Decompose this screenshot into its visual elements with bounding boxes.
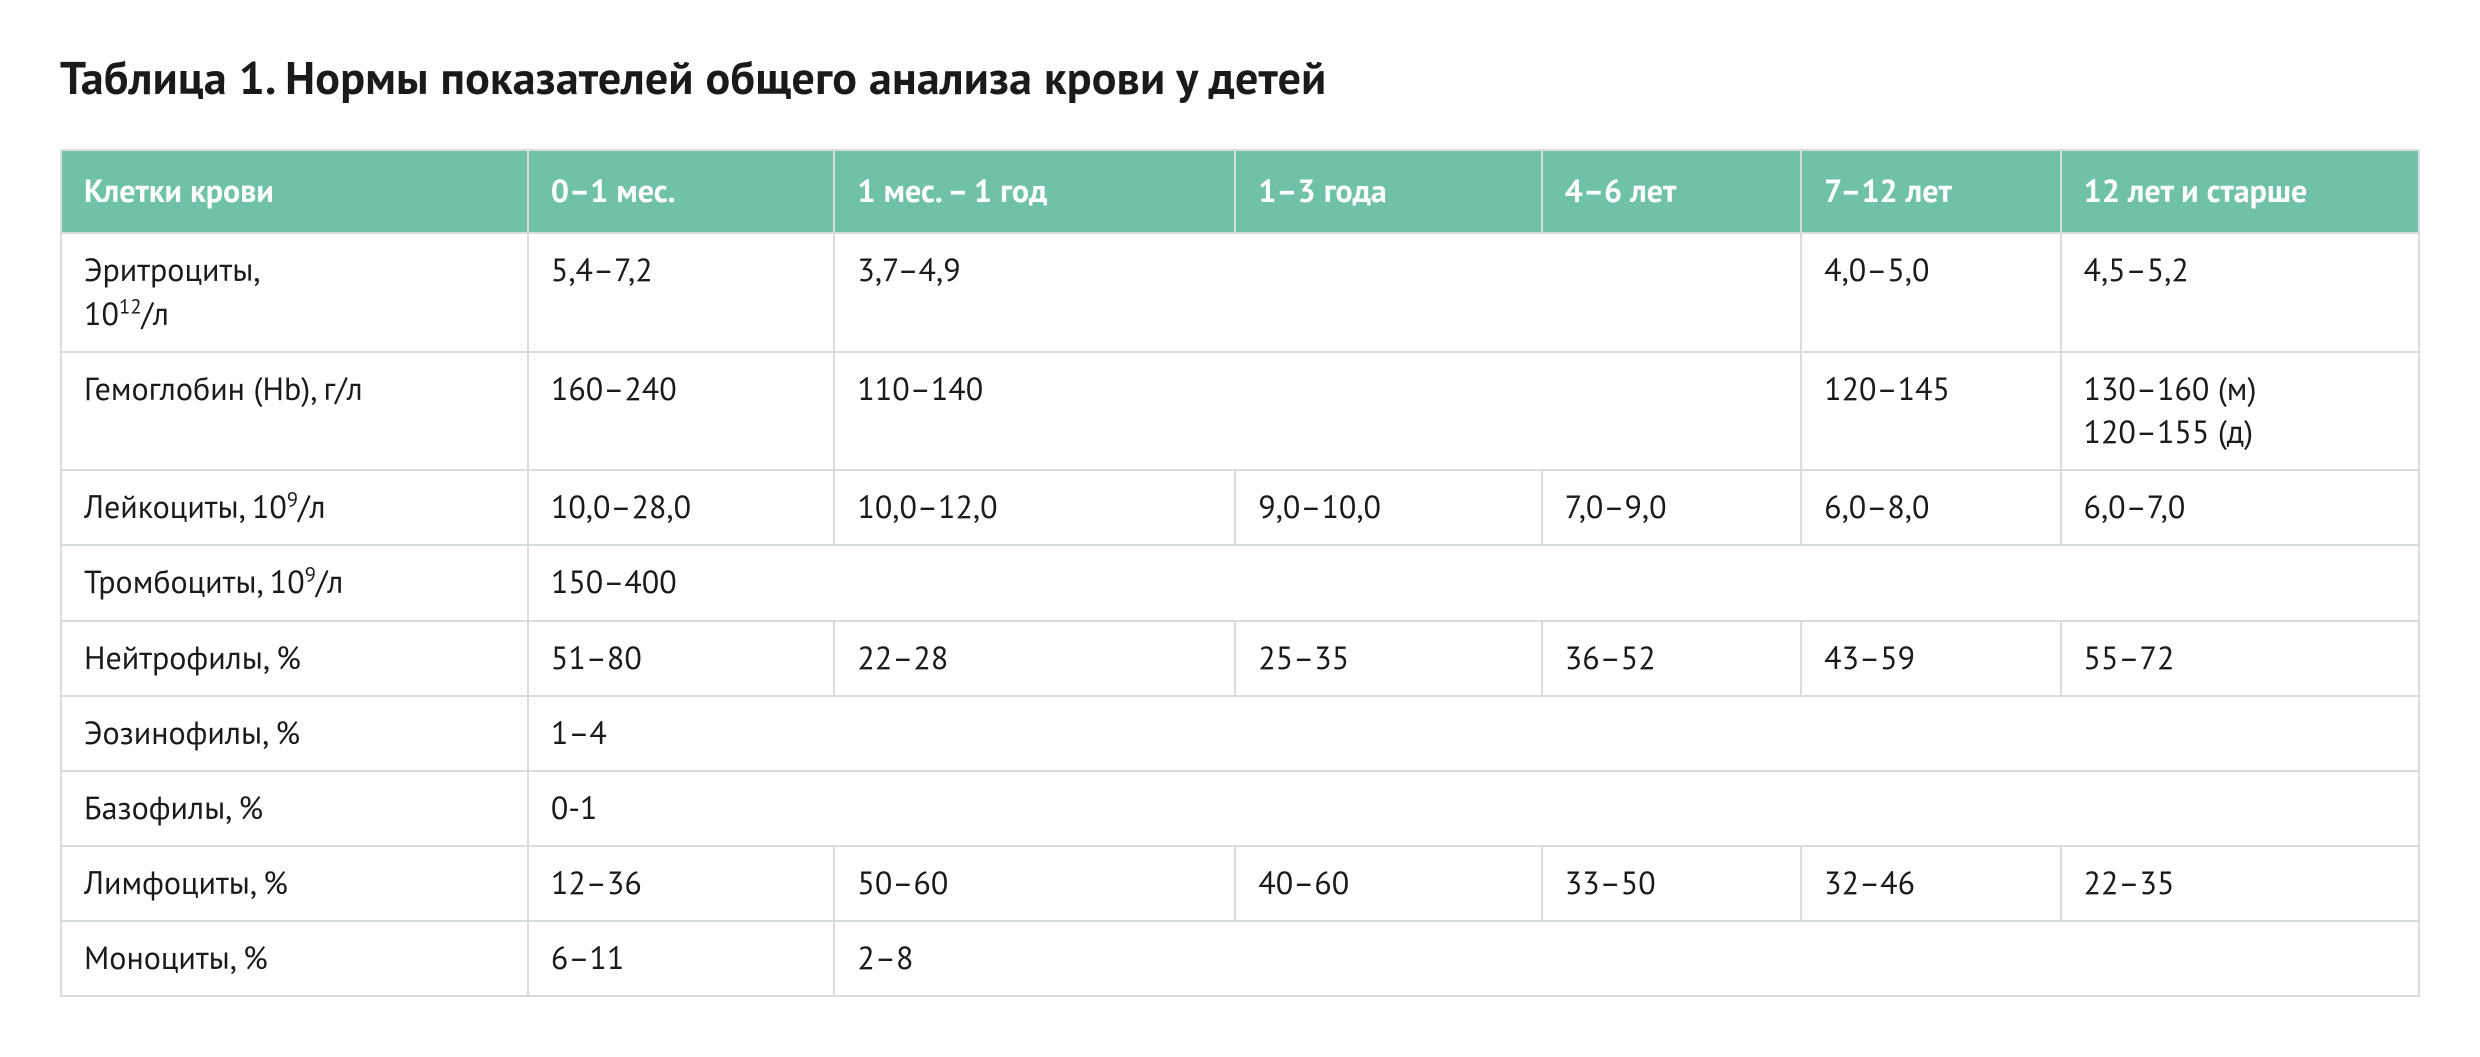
cell: 55–72 <box>2061 621 2419 696</box>
col-header-param: Клетки крови <box>61 150 528 233</box>
table-row: Базофилы, %0-1 <box>61 771 2419 846</box>
cell: 130–160 (м)120–155 (д) <box>2061 352 2419 470</box>
cell: 50–60 <box>834 846 1235 921</box>
cell: 150–400 <box>528 545 2419 620</box>
cell: 33–50 <box>1542 846 1801 921</box>
cell: 160–240 <box>528 352 835 470</box>
cell: 40–60 <box>1235 846 1542 921</box>
row-param: Эритроциты,1012/л <box>61 233 528 351</box>
cell: 10,0–28,0 <box>528 470 835 545</box>
cell: 3,7–4,9 <box>834 233 1801 351</box>
table-row: Нейтрофилы, %51–8022–2825–3536–5243–5955… <box>61 621 2419 696</box>
cell: 32–46 <box>1801 846 2060 921</box>
table-row: Моноциты, %6–112–8 <box>61 921 2419 996</box>
cell: 36–52 <box>1542 621 1801 696</box>
row-param: Лимфоциты, % <box>61 846 528 921</box>
table-header-row: Клетки крови0–1 мес.1 мес. – 1 год1–3 го… <box>61 150 2419 233</box>
table-row: Лимфоциты, %12–3650–6040–6033–5032–4622–… <box>61 846 2419 921</box>
cell: 6,0–8,0 <box>1801 470 2060 545</box>
cell: 51–80 <box>528 621 835 696</box>
table-row: Тромбоциты, 109/л150–400 <box>61 545 2419 620</box>
cbc-norms-table: Клетки крови0–1 мес.1 мес. – 1 год1–3 го… <box>60 149 2420 997</box>
cell: 22–28 <box>834 621 1235 696</box>
cell: 9,0–10,0 <box>1235 470 1542 545</box>
row-param: Нейтрофилы, % <box>61 621 528 696</box>
col-header-a12p: 12 лет и старше <box>2061 150 2419 233</box>
table-body: Эритроциты,1012/л5,4–7,23,7–4,94,0–5,04,… <box>61 233 2419 996</box>
cell: 2–8 <box>834 921 2419 996</box>
table-row: Гемоглобин (Hb), г/л160–240110–140120–14… <box>61 352 2419 470</box>
row-param: Эозинофилы, % <box>61 696 528 771</box>
cell: 12–36 <box>528 846 835 921</box>
cell: 5,4–7,2 <box>528 233 835 351</box>
row-param: Гемоглобин (Hb), г/л <box>61 352 528 470</box>
cell: 10,0–12,0 <box>834 470 1235 545</box>
col-header-a4_6y: 4–6 лет <box>1542 150 1801 233</box>
col-header-a0_1m: 0–1 мес. <box>528 150 835 233</box>
cell: 110–140 <box>834 352 1801 470</box>
col-header-a7_12y: 7–12 лет <box>1801 150 2060 233</box>
cell: 6–11 <box>528 921 835 996</box>
row-param: Моноциты, % <box>61 921 528 996</box>
cell: 22–35 <box>2061 846 2419 921</box>
cell: 0-1 <box>528 771 2419 846</box>
cell: 4,5–5,2 <box>2061 233 2419 351</box>
cell: 43–59 <box>1801 621 2060 696</box>
table-row: Эозинофилы, %1–4 <box>61 696 2419 771</box>
cell: 1–4 <box>528 696 2419 771</box>
table-header: Клетки крови0–1 мес.1 мес. – 1 год1–3 го… <box>61 150 2419 233</box>
cell: 25–35 <box>1235 621 1542 696</box>
row-param: Базофилы, % <box>61 771 528 846</box>
col-header-a1_3y: 1–3 года <box>1235 150 1542 233</box>
row-param: Лейкоциты, 109/л <box>61 470 528 545</box>
table-title: Таблица 1. Нормы показателей общего анал… <box>60 50 2420 105</box>
cell: 4,0–5,0 <box>1801 233 2060 351</box>
col-header-a1m_1y: 1 мес. – 1 год <box>834 150 1235 233</box>
cell: 120–145 <box>1801 352 2060 470</box>
table-row: Эритроциты,1012/л5,4–7,23,7–4,94,0–5,04,… <box>61 233 2419 351</box>
table-row: Лейкоциты, 109/л10,0–28,010,0–12,09,0–10… <box>61 470 2419 545</box>
cell: 7,0–9,0 <box>1542 470 1801 545</box>
row-param: Тромбоциты, 109/л <box>61 545 528 620</box>
cell: 6,0–7,0 <box>2061 470 2419 545</box>
